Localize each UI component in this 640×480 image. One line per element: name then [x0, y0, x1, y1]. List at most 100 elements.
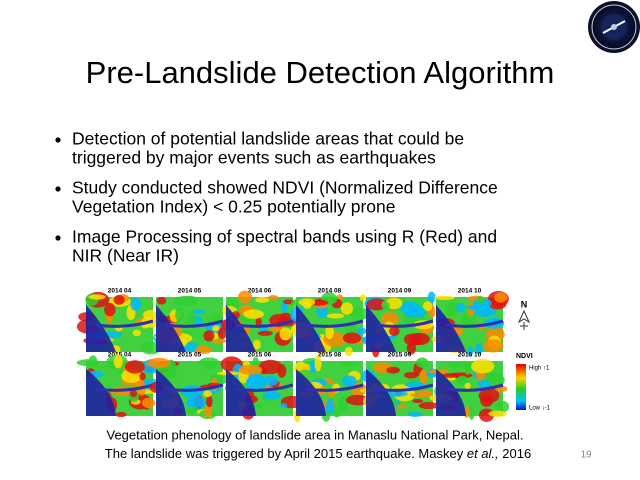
panel-patch	[88, 294, 106, 300]
panel-patch	[415, 357, 429, 368]
title: Pre-Landslide Detection Algorithm	[86, 55, 555, 90]
river	[436, 369, 466, 416]
panel-patch	[471, 359, 495, 374]
panel-patch	[434, 295, 455, 300]
bullet-dot	[55, 186, 61, 192]
panel-patch	[326, 313, 345, 319]
panel-patch	[332, 406, 342, 418]
river	[95, 319, 154, 328]
bullet-dot	[55, 235, 61, 241]
panel-patch	[325, 324, 334, 340]
panel-patch	[407, 411, 423, 417]
panel-patch	[488, 410, 508, 417]
caption-line: Vegetation phenology of landslide area i…	[107, 427, 524, 442]
bullet-list: Detection of potential landslide areas t…	[55, 129, 498, 266]
panel-patch	[477, 295, 484, 307]
panel-patch	[139, 372, 146, 381]
panel-patch	[217, 327, 227, 340]
river	[156, 305, 186, 352]
ndvi-panel	[220, 290, 299, 353]
panel-patch	[279, 403, 288, 408]
panel-label: 2015 08	[318, 352, 342, 359]
ndvi-panel	[152, 295, 230, 354]
panel-patch	[416, 390, 433, 395]
panel-patch	[325, 399, 335, 415]
panel-label: 2015 09	[388, 352, 412, 359]
panel-patch	[163, 370, 177, 379]
panel-patch	[104, 302, 116, 317]
panel-patch	[441, 373, 461, 378]
panel-patch	[205, 395, 213, 408]
river	[305, 319, 364, 328]
caption-italic: et al.,	[467, 446, 499, 461]
panel-patch	[444, 302, 459, 317]
panel-patch	[388, 326, 400, 336]
bullet-text: Image Processing of spectral bands using…	[72, 227, 497, 247]
river	[226, 369, 256, 416]
legend-low: Low ↓-1	[529, 406, 551, 412]
ndvi-panel	[428, 359, 510, 422]
river	[165, 383, 224, 392]
panel-patch	[340, 302, 354, 315]
panel-patch	[268, 295, 279, 301]
river	[366, 369, 396, 416]
panel-label: 2014 10	[458, 288, 482, 295]
panel-patch	[262, 391, 282, 400]
panel-patch	[403, 333, 424, 346]
panel-patch	[252, 339, 261, 350]
panel-patch	[141, 397, 156, 409]
panel-label: 2014 04	[108, 288, 132, 295]
ndvi-legend: NDVI High ↑1 Low ↓-1	[516, 353, 551, 412]
river	[235, 319, 294, 328]
ndvi-figure: 2014 04 2014 05 2014 06 2014 08 2014 09 2014 …	[76, 283, 510, 423]
panel-patch	[464, 382, 471, 389]
caption-line: The landslide was triggered by April 201…	[105, 446, 531, 461]
panel-label: 2015 05	[178, 352, 202, 359]
panel-patch	[188, 396, 207, 408]
panel-patch	[195, 345, 212, 354]
river	[165, 319, 224, 328]
panel-patch	[403, 306, 427, 318]
panel-patch	[238, 364, 263, 375]
panel-patch	[115, 411, 127, 418]
panel-patch	[447, 361, 467, 368]
bullet-text: Vegetation Index) < 0.25 potentially pro…	[72, 197, 396, 217]
panel-patch	[130, 297, 142, 311]
panel-patch	[477, 379, 491, 388]
legend-title: NDVI	[516, 353, 533, 360]
panel-patch	[205, 364, 217, 370]
panel-patch	[464, 361, 471, 375]
panel-patch	[255, 296, 270, 303]
panel-patch	[338, 396, 348, 412]
color-bar	[516, 364, 526, 410]
panel-patch	[466, 303, 491, 311]
panel-patch	[146, 357, 171, 369]
north-label: N	[521, 299, 528, 309]
panel-patch	[252, 357, 259, 367]
panel-patch	[348, 307, 371, 320]
panel-patch	[356, 327, 367, 335]
panel-patch	[263, 375, 279, 386]
panel-patch	[237, 290, 253, 304]
panel-patch	[340, 361, 360, 367]
panel-patch	[113, 294, 125, 305]
panel-patch	[257, 330, 273, 336]
logo	[588, 1, 640, 53]
ndvi-panel	[293, 355, 370, 423]
panel-patch	[495, 400, 510, 413]
river	[156, 369, 186, 416]
panel-patch	[253, 403, 264, 409]
panel-patch	[279, 327, 292, 341]
page-number: 19	[580, 450, 592, 461]
river	[436, 305, 466, 352]
panel-patch	[359, 294, 367, 302]
river	[86, 305, 116, 352]
panel-patch	[380, 311, 399, 327]
panel-label: 2015 06	[248, 352, 272, 359]
river	[86, 369, 116, 416]
ndvi-panel	[76, 291, 164, 355]
panel-patch	[88, 355, 98, 369]
panel-patch	[245, 374, 267, 391]
panel-patch	[342, 332, 362, 344]
